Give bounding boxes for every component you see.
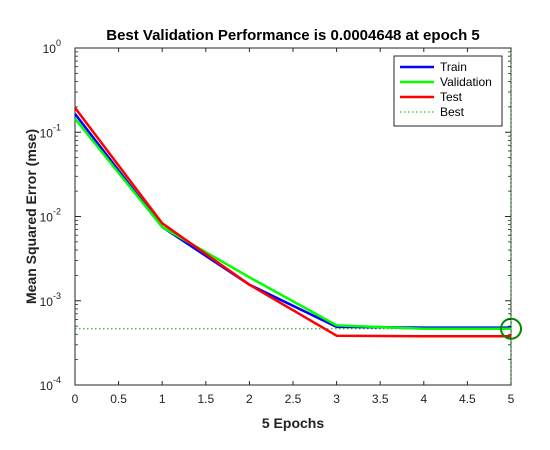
y-axis-ticks: 100 10-1 10-2 10-3 10-4	[40, 38, 511, 393]
x-tick-label: 4	[420, 392, 427, 406]
y-tick-label: 10-4	[40, 375, 61, 393]
x-tick-label: 0.5	[110, 392, 127, 406]
legend-label-best: Best	[440, 105, 465, 119]
legend-label-train: Train	[440, 60, 467, 74]
series-line-validation	[74, 117, 511, 331]
legend-label-validation: Validation	[440, 75, 492, 89]
x-tick-label: 2	[246, 392, 253, 406]
x-tick-label: 3	[333, 392, 340, 406]
x-tick-label: 1.5	[197, 392, 214, 406]
x-tick-label: 2.5	[285, 392, 302, 406]
best-point-circle	[500, 317, 522, 340]
chart-title: Best Validation Performance is 0.0004648…	[106, 27, 480, 44]
x-tick-label: 5	[508, 392, 515, 406]
x-axis-label: 5 Epochs	[262, 415, 324, 431]
series-line-test	[74, 107, 511, 338]
legend-label-test: Test	[440, 90, 463, 104]
series-lines	[74, 107, 511, 338]
x-axis-ticks: 0 0.5 1 1.5 2 2.5 3 3.5 4 4.5 5	[72, 48, 515, 406]
x-tick-label: 4.5	[459, 392, 476, 406]
x-tick-label: 1	[159, 392, 166, 406]
y-axis-label: Mean Squared Error (mse)	[23, 129, 39, 304]
x-tick-label: 3.5	[372, 392, 389, 406]
y-tick-label: 10-1	[40, 122, 61, 140]
y-tick-label: 10-2	[40, 207, 61, 225]
y-tick-label: 100	[43, 38, 61, 56]
y-tick-label: 10-3	[40, 291, 61, 309]
best-point	[500, 317, 522, 340]
x-tick-label: 0	[72, 392, 79, 406]
